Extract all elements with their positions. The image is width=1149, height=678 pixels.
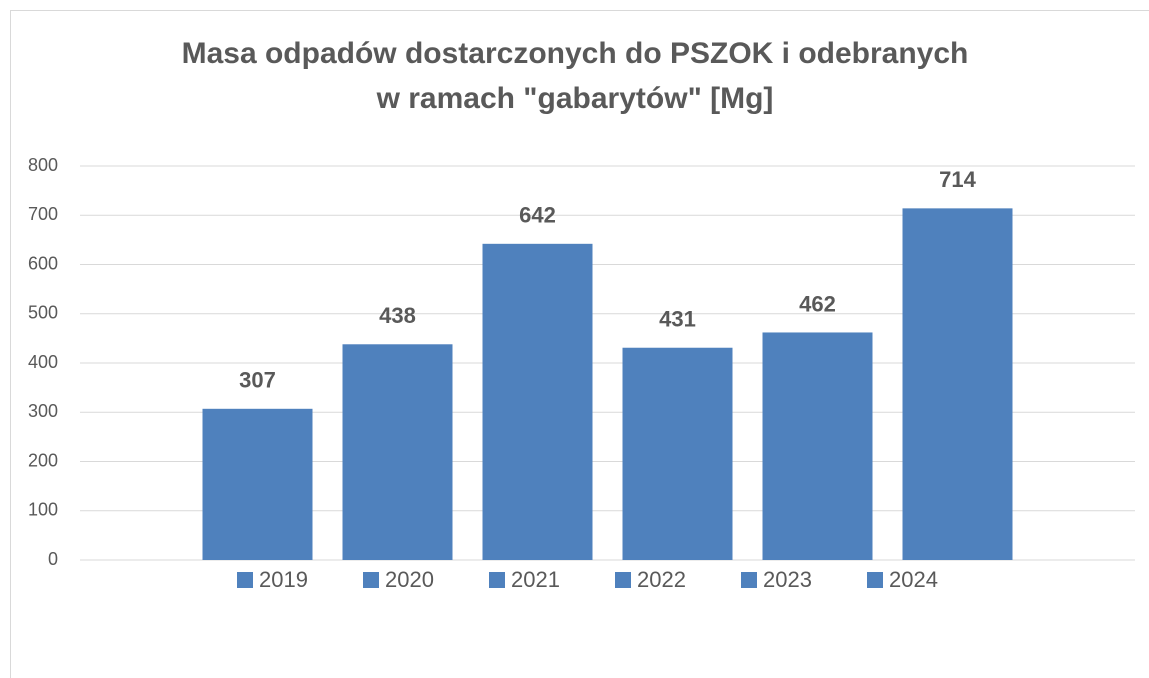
- legend-swatch: [615, 572, 631, 588]
- y-tick-label: 600: [28, 253, 58, 273]
- legend-label: 2023: [763, 567, 812, 592]
- chart-title: Masa odpadów dostarczonych do PSZOK i od…: [182, 37, 969, 70]
- bar: [202, 408, 313, 560]
- bar: [762, 332, 873, 560]
- y-tick-label: 700: [28, 204, 58, 224]
- legend-swatch: [867, 572, 883, 588]
- bar: [902, 208, 1013, 561]
- legend-swatch: [489, 572, 505, 588]
- y-tick-label: 400: [28, 352, 58, 372]
- y-tick-label: 0: [48, 549, 58, 569]
- legend-swatch: [741, 572, 757, 588]
- legend-label: 2021: [511, 567, 560, 592]
- data-label: 714: [939, 167, 976, 192]
- data-label: 438: [379, 303, 416, 328]
- legend-label: 2022: [637, 567, 686, 592]
- legend-swatch: [237, 572, 253, 588]
- data-label: 431: [659, 307, 696, 332]
- data-label: 307: [239, 368, 276, 393]
- bar: [482, 243, 593, 560]
- chart-title: w ramach "gabarytów" [Mg]: [376, 82, 774, 115]
- data-label: 462: [799, 291, 836, 316]
- bar: [342, 344, 453, 560]
- legend-label: 2024: [889, 567, 938, 592]
- legend-swatch: [363, 572, 379, 588]
- y-tick-label: 500: [28, 303, 58, 323]
- y-tick-label: 100: [28, 500, 58, 520]
- legend-label: 2020: [385, 567, 434, 592]
- legend-label: 2019: [259, 567, 308, 592]
- y-tick-label: 300: [28, 401, 58, 421]
- y-tick-label: 800: [28, 155, 58, 175]
- bar: [622, 347, 733, 560]
- data-label: 642: [519, 203, 556, 228]
- y-tick-label: 200: [28, 450, 58, 470]
